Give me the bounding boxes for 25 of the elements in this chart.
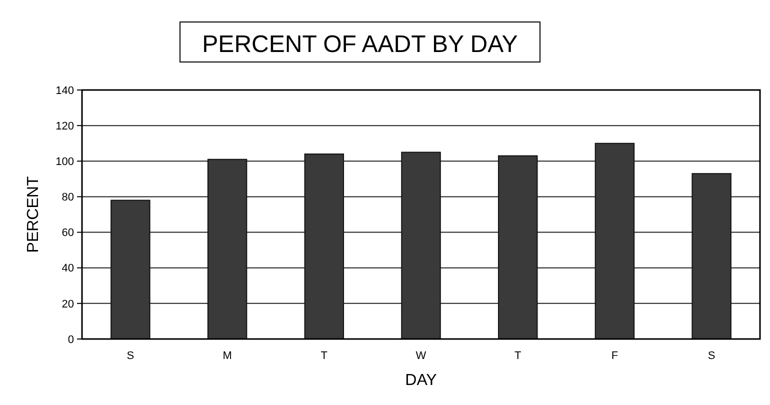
bar xyxy=(498,155,538,340)
chart-title: PERCENT OF AADT BY DAY xyxy=(202,31,518,58)
bar xyxy=(594,142,635,340)
y-tick-label: 140 xyxy=(56,84,74,97)
y-tick-label: 0 xyxy=(68,334,74,346)
x-tick-label: M xyxy=(222,350,232,362)
bar xyxy=(692,173,732,340)
y-tick-label: 120 xyxy=(56,120,74,132)
bar xyxy=(401,152,441,340)
bar xyxy=(304,154,344,340)
x-tick-label: S xyxy=(126,350,134,362)
x-tick-label: S xyxy=(708,350,716,362)
x-tick-label: W xyxy=(416,350,427,362)
y-tick-label: 40 xyxy=(62,262,74,275)
x-tick-label: T xyxy=(514,350,522,362)
x-axis-title: DAY xyxy=(405,372,438,389)
x-tick-label: T xyxy=(320,350,328,362)
y-tick-label: 100 xyxy=(56,156,74,168)
y-tick-label: 80 xyxy=(62,192,74,204)
x-tick-label: F xyxy=(611,350,618,362)
y-tick-label: 20 xyxy=(62,298,74,310)
y-tick-label: 60 xyxy=(62,227,74,240)
y-axis-title: PERCENT xyxy=(25,176,42,253)
bar xyxy=(207,158,248,340)
bar xyxy=(110,200,150,340)
